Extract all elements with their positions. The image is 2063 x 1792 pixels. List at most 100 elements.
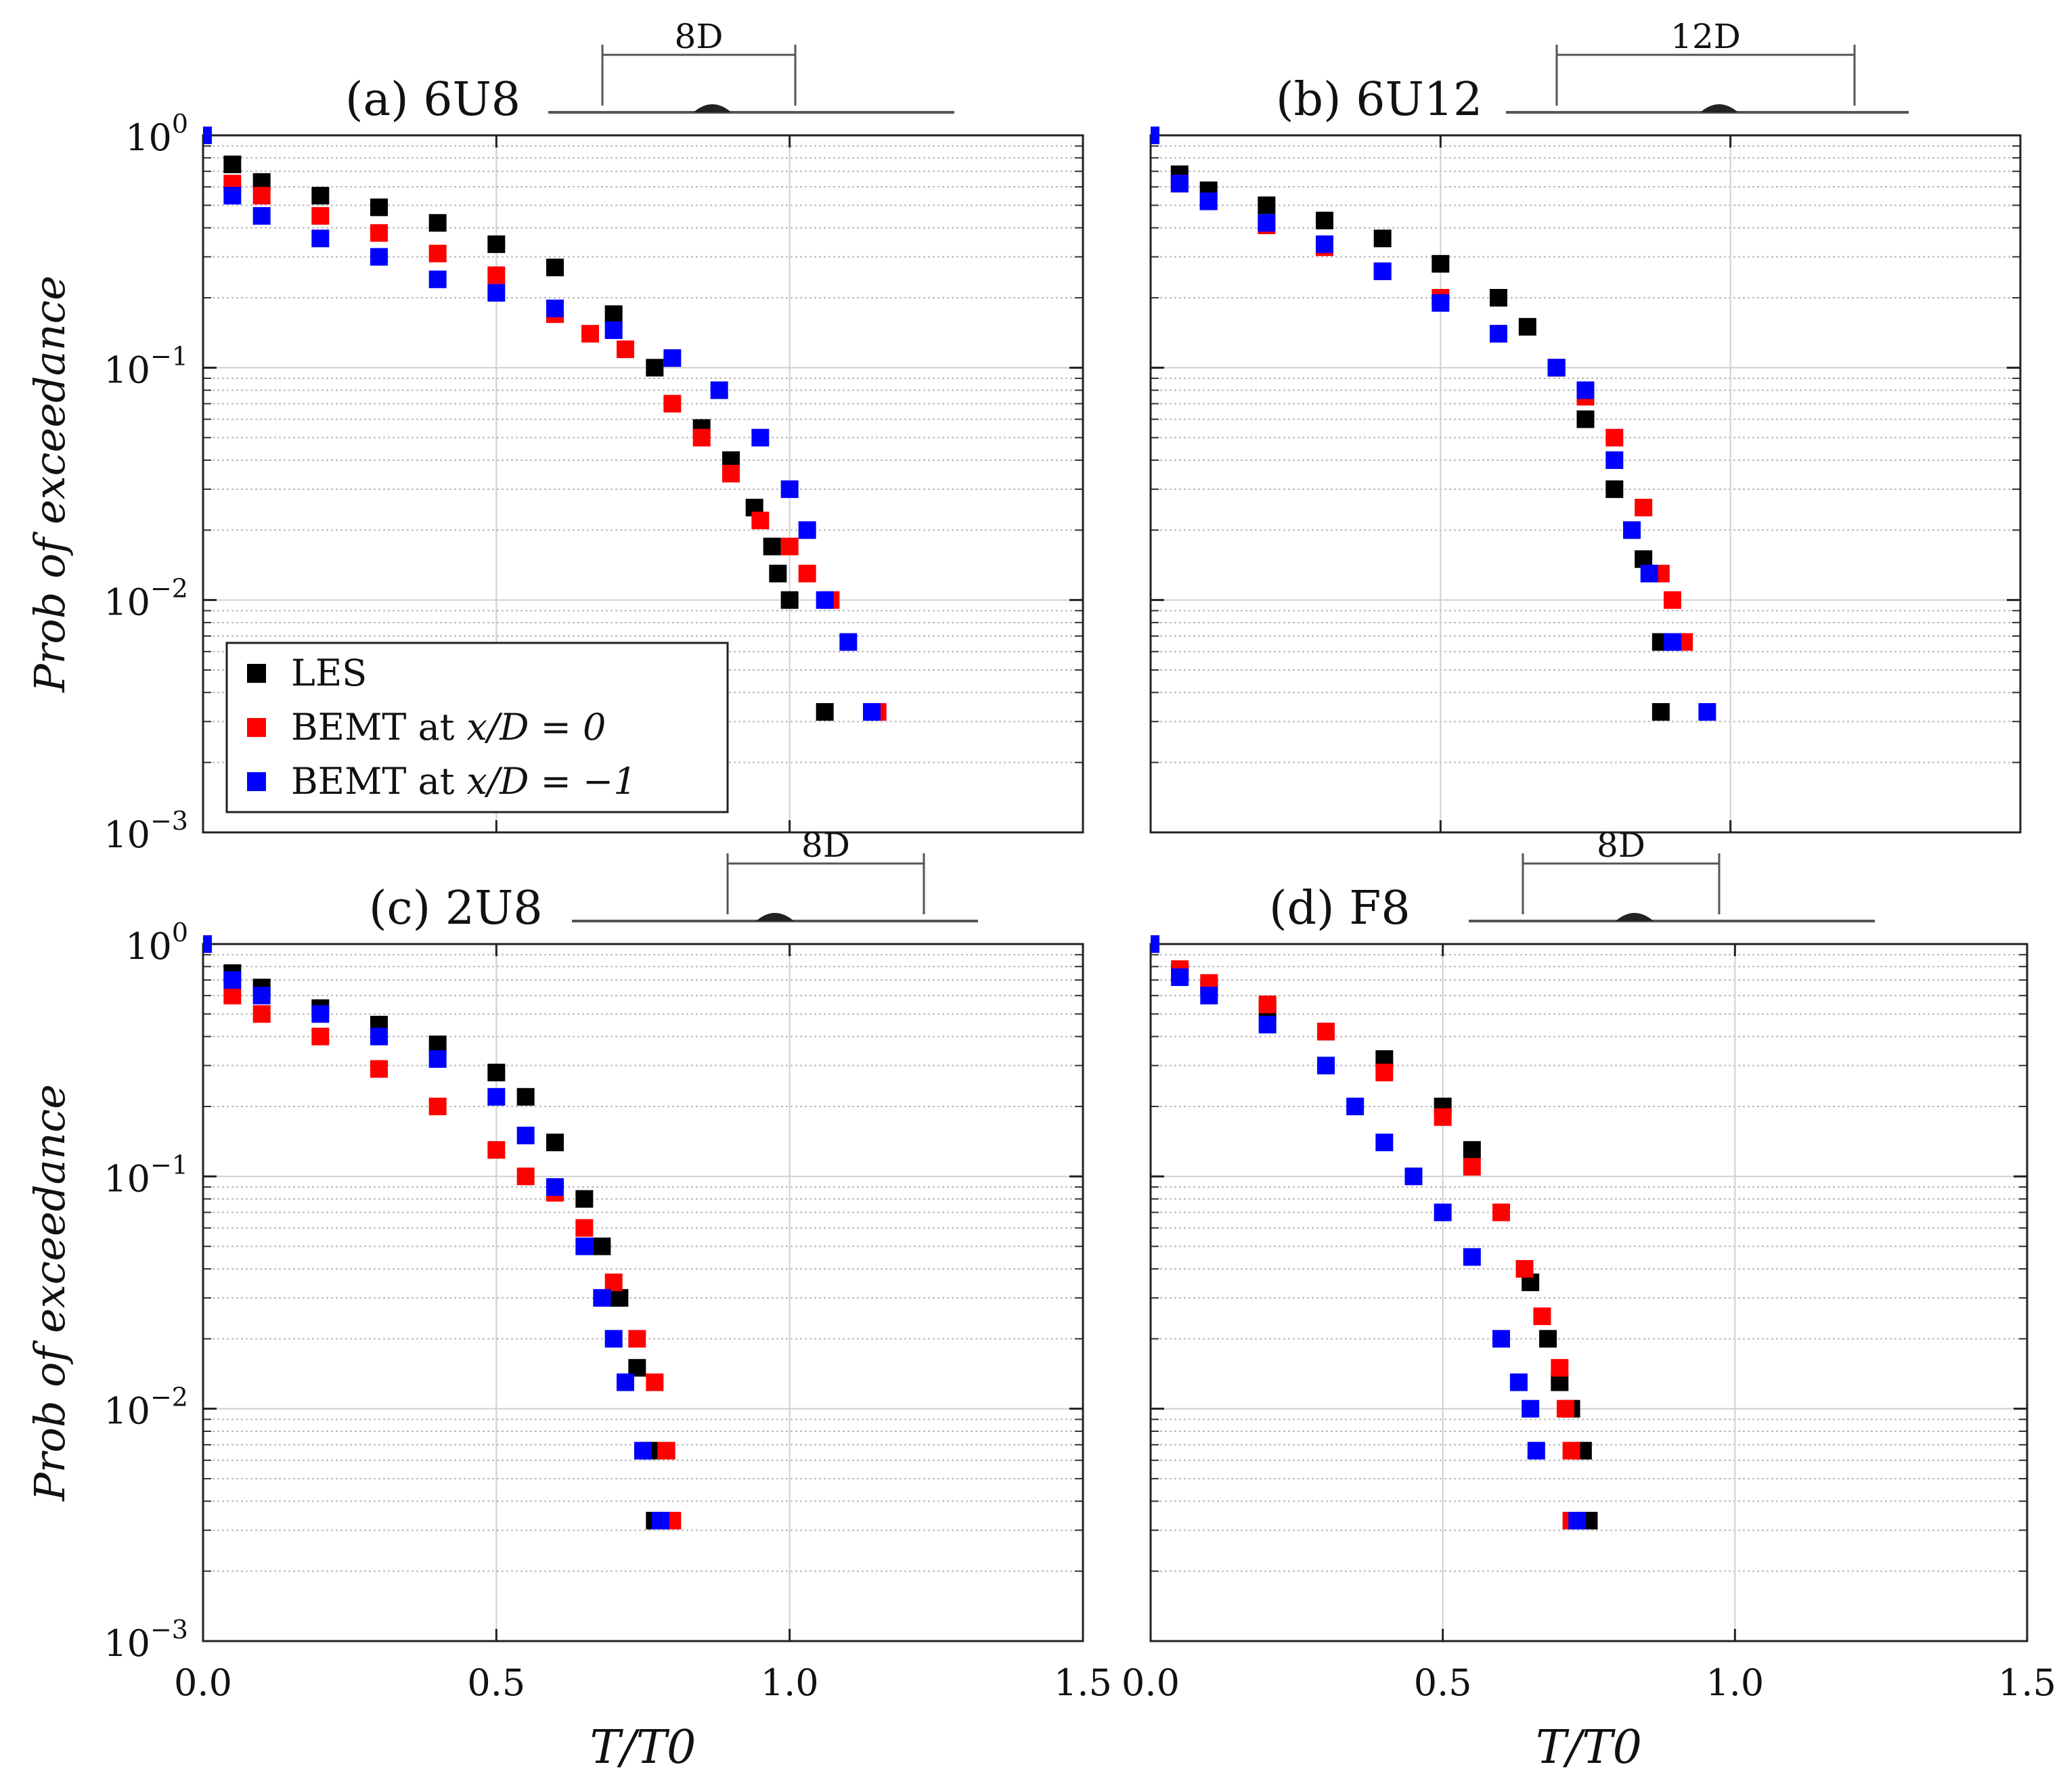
data-point <box>1568 1511 1587 1529</box>
gridlines <box>1151 135 2020 832</box>
data-point <box>1533 1307 1551 1326</box>
data-point <box>751 512 770 530</box>
x-tick-label: 0.5 <box>467 1661 525 1704</box>
hill-shape <box>1700 104 1738 112</box>
legend-box <box>225 642 729 813</box>
data-point <box>1199 192 1218 210</box>
data-point <box>203 935 212 953</box>
data-point <box>780 537 799 556</box>
data-point <box>1151 127 1159 144</box>
data-point <box>1316 235 1333 253</box>
data-point <box>1490 325 1507 343</box>
y-axis-label: Prob of exceedance <box>25 1084 74 1502</box>
y-tick-base: 10 <box>104 1157 150 1200</box>
legend-equation: x/D = 0 <box>466 706 606 748</box>
spacing-diagram: 8D <box>548 17 954 114</box>
data-point <box>816 591 834 609</box>
data-point <box>652 1511 669 1529</box>
data-point <box>604 1330 623 1348</box>
data-point <box>1373 262 1392 280</box>
data-point <box>575 1237 594 1255</box>
data-point <box>1551 1359 1569 1377</box>
data-point <box>311 1027 330 1046</box>
spacing-diagram: 12D <box>1506 17 1909 114</box>
y-tick-exponent: −1 <box>150 341 188 371</box>
data-point <box>428 1097 447 1115</box>
data-point <box>546 299 564 317</box>
data-point <box>311 187 330 205</box>
data-point <box>646 359 664 377</box>
data-point <box>546 259 564 277</box>
y-tick-label: 10−2 <box>104 1383 188 1433</box>
legend: LES BEMT at x/D = 0 BEMT at x/D = −1 <box>225 642 729 813</box>
legend-marker <box>247 772 266 791</box>
spacing-diagram: 8D <box>572 826 978 922</box>
axes-frame <box>1149 943 2028 1642</box>
data-point <box>487 266 506 284</box>
panel-title: (a) 6U8 <box>345 73 520 127</box>
x-tick-label: 1.0 <box>1706 1661 1764 1704</box>
data-point <box>487 235 506 253</box>
data-point <box>1623 521 1641 539</box>
legend-text: LES <box>291 652 367 694</box>
data-point <box>816 702 834 721</box>
hill-shape <box>756 913 794 921</box>
data-point <box>663 349 682 367</box>
y-tick-exponent: 0 <box>172 918 188 947</box>
data-point <box>1375 1134 1394 1152</box>
data-point <box>1432 294 1450 312</box>
spacing-diagram: 8D <box>1469 826 1875 922</box>
data-point <box>252 207 271 225</box>
data-point <box>223 187 242 205</box>
legend-equation: x/D = −1 <box>466 760 636 803</box>
data-point <box>663 395 682 413</box>
series-bemt-xm1 <box>203 935 669 1529</box>
data-point <box>1518 317 1536 336</box>
data-point <box>223 971 242 989</box>
data-point <box>516 1088 535 1106</box>
data-point <box>722 464 740 483</box>
series-bemt-xm1 <box>1151 127 1716 721</box>
data-point <box>1492 1203 1510 1222</box>
data-point <box>252 1005 271 1023</box>
x-tick-label: 0.0 <box>1122 1661 1180 1704</box>
data-point <box>1522 1399 1540 1418</box>
series-bemt-x0 <box>203 127 887 721</box>
spacing-label: 8D <box>801 826 850 865</box>
data-point <box>370 1060 388 1078</box>
series-bemt-xm1 <box>1151 935 1587 1529</box>
data-point <box>1463 1158 1481 1176</box>
data-point <box>634 1441 652 1460</box>
y-tick-base: 10 <box>104 1390 150 1433</box>
data-point <box>1605 428 1624 447</box>
y-tick-base: 10 <box>104 813 150 856</box>
data-point <box>487 1063 506 1081</box>
data-point <box>516 1167 535 1186</box>
data-point <box>611 1289 629 1307</box>
data-point <box>1463 1141 1481 1159</box>
data-point <box>1258 995 1277 1014</box>
x-tick-label: 1.0 <box>761 1661 819 1704</box>
y-tick-exponent: −3 <box>150 806 188 836</box>
data-point <box>370 224 388 242</box>
series-les <box>1151 127 1670 721</box>
data-point <box>575 1219 594 1237</box>
y-tick-base: 10 <box>125 116 172 159</box>
data-point <box>763 537 781 556</box>
data-point <box>311 207 330 225</box>
hill-shape <box>693 104 732 112</box>
data-point <box>370 248 388 266</box>
series-les <box>203 127 834 721</box>
data-point <box>223 987 242 1005</box>
y-tick-exponent: −3 <box>150 1615 188 1644</box>
axes-frame <box>202 134 1084 834</box>
data-point <box>581 325 599 343</box>
data-point <box>1171 968 1189 986</box>
data-point <box>1346 1097 1365 1115</box>
data-point <box>1640 564 1658 583</box>
data-point <box>604 305 623 323</box>
legend-entry-bemt-xm1: BEMT at x/D = −1 <box>291 760 637 803</box>
data-point <box>487 1141 506 1159</box>
legend-text: BEMT at <box>291 760 455 803</box>
